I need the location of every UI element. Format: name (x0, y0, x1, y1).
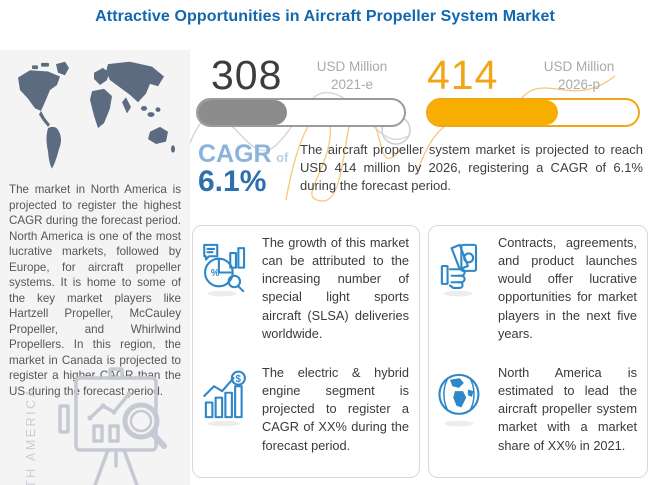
market-size-projected: 414 (427, 52, 499, 98)
insight-text: North America is estimated to lead the a… (498, 365, 637, 453)
easel-chart-magnifier-icon (58, 367, 167, 485)
region-panel: The market in North America is projected… (0, 50, 190, 485)
progress-bar-current (196, 98, 406, 127)
progress-bar-projected (426, 98, 640, 127)
svg-text:%: % (211, 268, 220, 279)
insight-item: $ The electric & hybrid engine segment i… (201, 364, 409, 455)
cagr-value: 6.1% (198, 165, 267, 198)
growth-chart-dollar-icon: $ (201, 364, 253, 429)
market-size-current: 308 (211, 52, 283, 98)
card-column-right: Contracts, agreements, and product launc… (428, 225, 648, 478)
insight-item: Contracts, agreements, and product launc… (437, 234, 637, 343)
world-map-icon (18, 61, 175, 169)
hand-money-icon (437, 234, 489, 299)
unit-label: USD Million (543, 59, 615, 74)
unit-label: USD Million (316, 59, 388, 74)
market-size-projected-unit: USD Million 2026-p (518, 58, 640, 94)
market-research-icon: % (201, 234, 253, 299)
card-column-left: % The growth of this market can be attri… (192, 225, 420, 478)
progress-fill-current (198, 100, 287, 125)
cagr-label: CAGR of (198, 140, 289, 168)
market-summary: The aircraft propeller system market is … (300, 142, 643, 194)
year-label: 2026-p (557, 77, 601, 93)
year-label: 2021-e (330, 77, 374, 93)
insight-text: Contracts, agreements, and product launc… (498, 235, 637, 341)
insight-item: North America is estimated to lead the a… (437, 364, 637, 455)
insight-item: % The growth of this market can be attri… (201, 234, 409, 343)
region-label: NORTH AMERICA (24, 386, 38, 485)
insight-text: The growth of this market can be attribu… (262, 235, 409, 341)
insight-text: The electric & hybrid engine segment is … (262, 365, 409, 453)
progress-fill-projected (428, 100, 559, 125)
globe-icon (437, 364, 489, 429)
page-title: Attractive Opportunities in Aircraft Pro… (95, 8, 555, 25)
svg-text:$: $ (236, 374, 242, 385)
market-size-current-unit: USD Million 2021-e (293, 58, 411, 94)
region-paragraph: The market in North America is projected… (9, 183, 181, 398)
